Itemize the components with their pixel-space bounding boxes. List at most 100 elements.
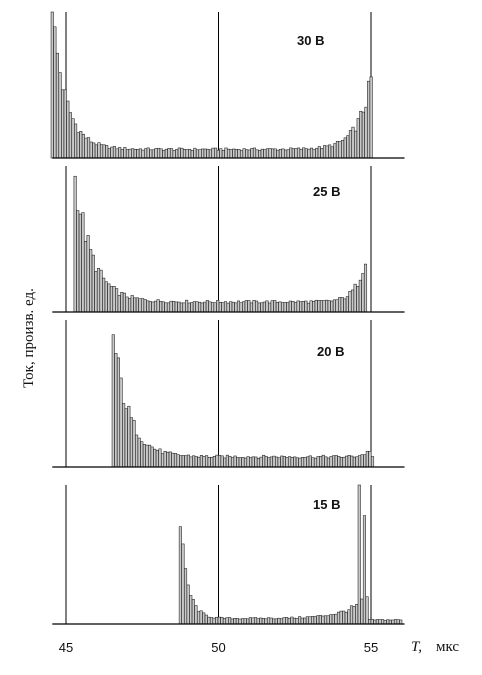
bar — [321, 454, 325, 468]
bar — [238, 618, 242, 625]
bar — [269, 617, 273, 625]
bar — [154, 148, 158, 159]
bar — [263, 149, 267, 159]
bar — [216, 149, 220, 159]
bar — [164, 302, 168, 313]
bar — [343, 137, 347, 159]
bar — [286, 149, 290, 159]
bar — [162, 150, 166, 159]
bar — [193, 147, 197, 159]
bar — [365, 596, 369, 625]
bar — [127, 405, 131, 468]
bar — [300, 617, 304, 625]
bar — [334, 613, 338, 625]
bar — [265, 300, 269, 313]
bar — [301, 301, 305, 313]
bar — [129, 417, 133, 468]
bar — [91, 254, 95, 313]
bar — [151, 301, 155, 313]
bar — [102, 277, 106, 313]
bar — [125, 296, 129, 313]
bar — [339, 610, 343, 625]
bar — [235, 618, 239, 625]
bar — [336, 611, 341, 625]
bar — [281, 148, 285, 159]
bar — [174, 301, 178, 313]
bar — [78, 213, 82, 313]
bar — [140, 441, 144, 468]
bar — [195, 149, 199, 159]
bar — [194, 605, 198, 625]
bar — [306, 456, 310, 468]
bar — [309, 147, 314, 159]
bar — [313, 457, 318, 468]
bar — [185, 149, 189, 159]
bar — [199, 610, 203, 625]
bar — [258, 150, 262, 159]
bar — [228, 617, 232, 625]
bar — [252, 147, 257, 159]
bar — [202, 455, 206, 468]
bar — [213, 302, 217, 313]
bar — [141, 298, 145, 313]
bar — [381, 619, 385, 625]
bar — [255, 149, 259, 159]
bar — [295, 457, 299, 468]
bar — [283, 302, 287, 313]
bar — [296, 300, 300, 313]
bar — [262, 301, 266, 313]
bar — [208, 149, 212, 159]
bar — [267, 457, 271, 468]
bar — [194, 456, 198, 468]
bar — [133, 149, 137, 159]
bar — [337, 456, 341, 468]
panel-label: 30 В — [297, 33, 324, 48]
bar — [368, 451, 372, 468]
bar — [159, 301, 163, 313]
bar — [364, 106, 368, 159]
bar — [351, 126, 355, 159]
bar — [342, 610, 346, 625]
bar — [268, 148, 272, 159]
bar — [361, 111, 365, 159]
bar — [197, 456, 201, 468]
bar — [171, 452, 175, 468]
bar — [110, 146, 114, 159]
bar — [347, 609, 351, 625]
bar — [246, 618, 250, 625]
bar — [232, 148, 236, 159]
bar — [230, 618, 234, 625]
bar — [166, 302, 171, 313]
bar — [215, 454, 219, 468]
bar — [104, 281, 108, 313]
bar — [279, 618, 284, 625]
bar — [83, 241, 88, 313]
bar — [87, 137, 91, 159]
bar — [244, 300, 248, 313]
bar — [236, 457, 240, 468]
bar — [316, 456, 320, 468]
bar — [329, 614, 333, 625]
bar — [123, 147, 127, 159]
bar — [173, 453, 178, 468]
bar — [137, 437, 141, 468]
bar — [251, 617, 255, 625]
bar — [242, 301, 246, 313]
bar — [341, 139, 345, 159]
bar — [141, 149, 145, 159]
bar — [223, 301, 228, 313]
bar — [202, 612, 206, 625]
bar — [290, 456, 294, 468]
bar — [362, 515, 366, 625]
bar — [218, 301, 222, 313]
bar — [198, 149, 202, 159]
bar — [299, 148, 303, 159]
bar — [222, 618, 226, 625]
bar — [175, 149, 179, 159]
bar — [226, 302, 230, 313]
bar — [302, 147, 306, 159]
bar — [179, 302, 183, 313]
bar — [204, 614, 208, 625]
bar — [240, 150, 244, 159]
bar — [358, 455, 362, 468]
